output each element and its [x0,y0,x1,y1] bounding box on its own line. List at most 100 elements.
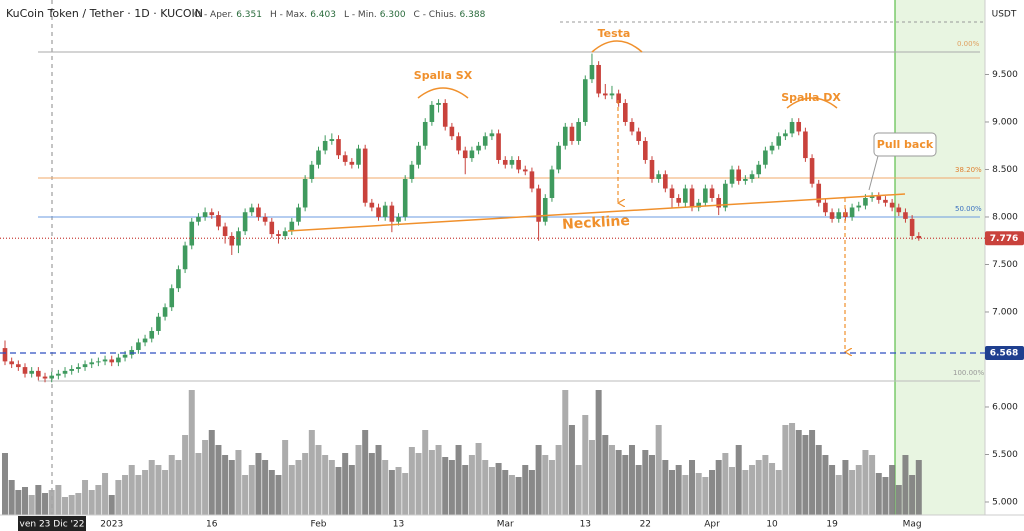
volume-bar [222,455,229,515]
volume-bar [735,445,742,515]
candle-body [823,202,828,213]
candle-body [309,164,315,179]
ohlc-value: 6.388 [460,10,486,20]
candle-body [663,174,668,189]
volume-bar [55,485,62,515]
volume-bar [742,470,749,515]
x-tick-label: Apr [704,520,720,530]
candle-body [182,245,188,270]
volume-bar [889,465,896,515]
candle-body [222,226,228,236]
x-tick-label: Feb [311,520,327,530]
candle-body [603,93,608,96]
candle-body [242,212,248,232]
ohlc-value: 6.300 [380,10,406,20]
volume-bar [68,495,75,515]
x-tick-label: 22 [640,520,651,530]
fib-label: 38.20% [955,166,982,174]
volume-bar [395,467,402,515]
candle-body [496,133,501,160]
x-tick-label: 16 [206,520,218,530]
x-tick-label: 13 [580,520,591,530]
candle-body [716,197,721,208]
candle-body [456,136,461,151]
candle-body [16,364,21,368]
candle-body [29,370,34,374]
x-tick-label: 13 [393,520,404,530]
volume-bar [155,465,162,515]
fib-label: 0.00% [957,40,980,48]
candle-body [749,174,755,179]
currency: USDT [992,10,1017,20]
candle-body [96,361,101,363]
candle-body [162,307,168,317]
candle-body [596,64,601,94]
volume-bar [215,445,222,515]
volume-bar [862,450,869,515]
header: KuCoin Token / Tether · 1D · KUCOIN O - … [6,7,486,20]
price-badge-label: 6.568 [990,349,1018,359]
candle-body [669,188,675,198]
candle-body [869,196,875,198]
candle-body [89,362,95,365]
volume-bar [782,425,789,515]
candle-body [116,357,121,363]
candle-body [202,212,208,217]
volume-bar [615,450,622,515]
neckline [287,193,906,232]
volume-bar [135,475,142,515]
ohlc-name: H - Max. [270,10,307,20]
volume-bar [522,465,529,515]
volume-bar [35,485,42,515]
x-tick-label: 2023 [100,520,123,530]
volume-bar [508,475,515,515]
volume-bar [75,493,82,515]
crosshair-label: ven 23 Dic '22 [20,520,85,530]
candle-body [469,150,475,159]
candle-body [889,202,895,208]
volume-bar [575,465,582,515]
annotations: Spalla SX Testa Spalla DX Neckline Pull … [287,27,937,352]
candle-body [42,376,48,379]
volume-bar [375,445,382,515]
volume-bar [729,467,736,515]
candle-body [756,164,762,175]
candle-body [903,212,908,219]
volume-bar [188,390,195,515]
volume-bar [342,453,349,515]
volume-bar [495,463,502,515]
fib-label: 50.00% [955,205,982,213]
candle-body [69,368,74,371]
y-tick-label: 6.000 [992,402,1018,412]
candle-body [209,212,215,216]
volume-bar [555,445,562,515]
candle-body [529,171,535,189]
volume-bar [835,475,842,515]
volume-bar [595,390,602,515]
volume-bar [875,473,882,515]
volume-bar [655,425,662,515]
candle-body [216,215,221,227]
volume-bar [528,470,535,515]
candle-body [302,178,308,208]
volume-bar [642,450,649,515]
ohlc-legend: O - Aper. 6.351 H - Max. 6.403 L - Min. 6.300… [194,10,486,20]
volume-bar [48,490,55,515]
candle-body [122,354,128,358]
candle-body [136,342,141,350]
candle-body [689,188,695,208]
volume-bar [28,495,35,515]
annotation: Pull back [877,138,934,151]
volume-bar [635,465,642,515]
candle-body [522,169,528,172]
volume-bar [295,460,302,515]
volume-bar [628,445,635,515]
head-arc [591,40,643,53]
volume-bar [108,495,115,515]
volume-bar [568,425,575,515]
volume-bar [715,460,722,515]
price-badge [985,346,1024,361]
volume-bar [148,460,155,515]
volume-bar [582,415,589,515]
volume-bar [422,430,429,515]
